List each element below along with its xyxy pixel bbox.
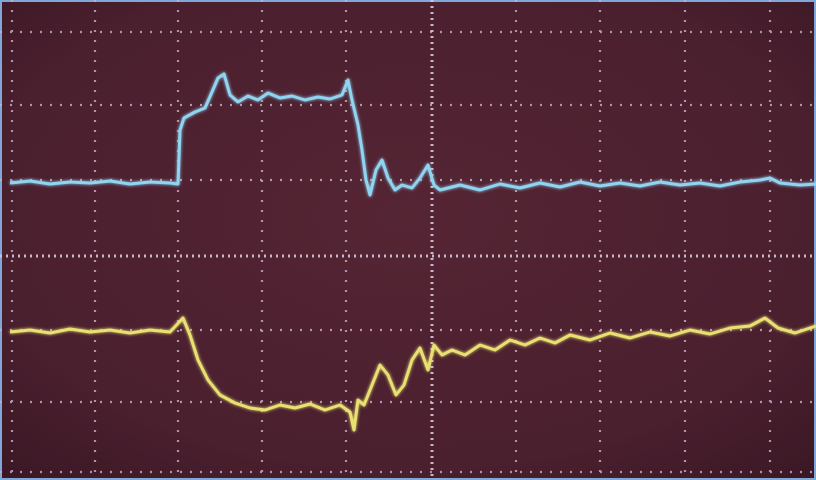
screen: [0, 0, 816, 480]
oscilloscope-photo: [0, 0, 816, 480]
page: [0, 0, 816, 480]
